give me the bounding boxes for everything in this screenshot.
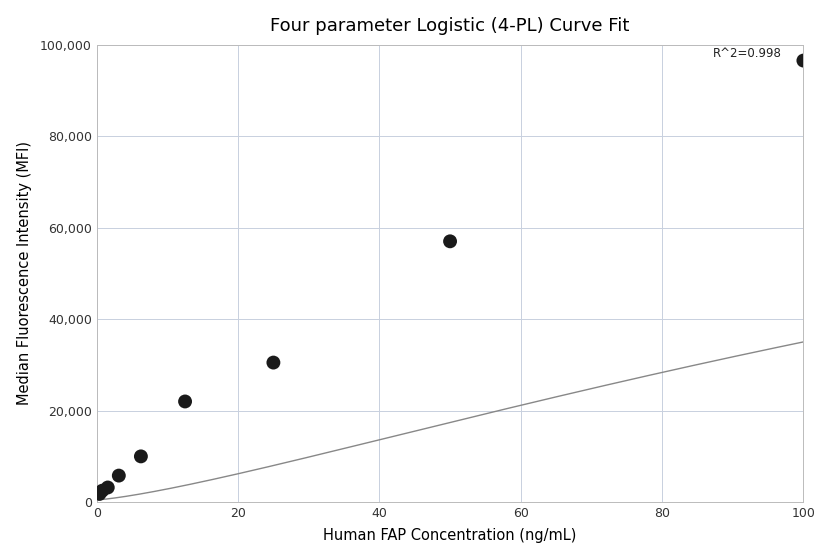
Point [112,471,126,480]
Title: Four parameter Logistic (4-PL) Curve Fit: Four parameter Logistic (4-PL) Curve Fit [270,17,630,35]
Point [797,56,810,65]
Point [93,489,106,498]
Point [443,237,457,246]
Point [267,358,280,367]
Point [178,397,191,406]
Point [102,483,115,492]
Point [134,452,147,461]
X-axis label: Human FAP Concentration (ng/mL): Human FAP Concentration (ng/mL) [324,528,577,543]
Text: R^2=0.998: R^2=0.998 [713,47,782,60]
Point [96,486,109,495]
Y-axis label: Median Fluorescence Intensity (MFI): Median Fluorescence Intensity (MFI) [17,141,32,405]
